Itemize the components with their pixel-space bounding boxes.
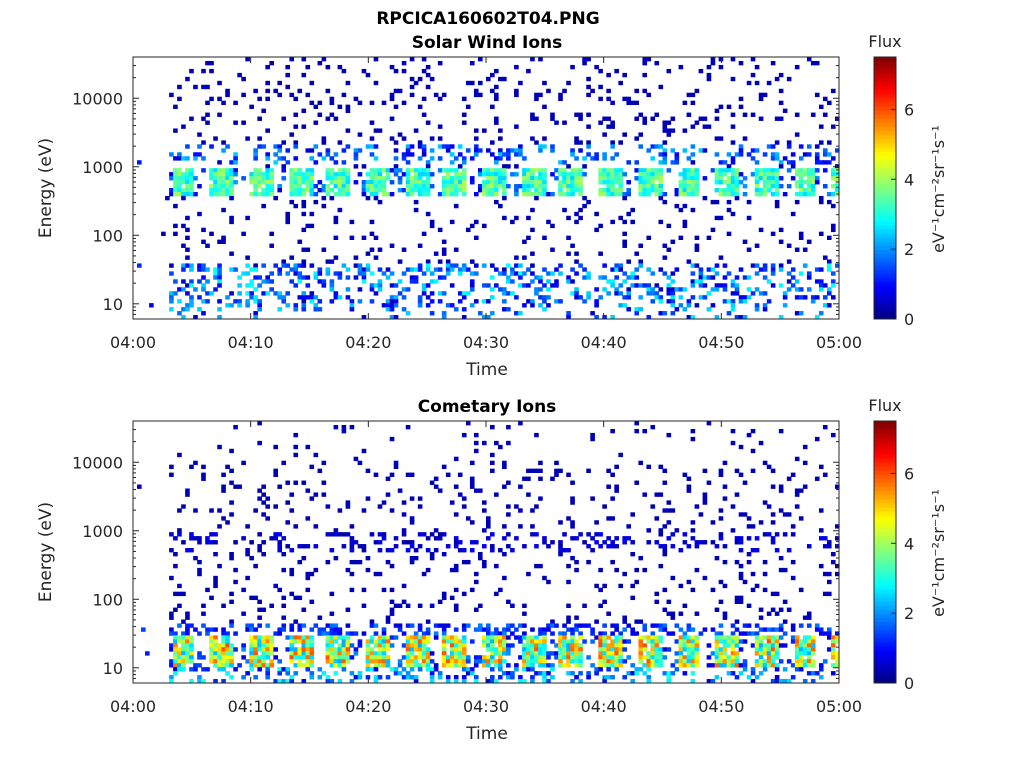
- x-tick-label: 04:10: [228, 697, 274, 716]
- y-tick-label: 100: [92, 590, 123, 609]
- colorbar-frame: [873, 420, 897, 684]
- figure-title: RPCICA160602T04.PNG: [376, 9, 599, 29]
- x-tick-label: 04:20: [345, 333, 391, 352]
- colorbar-frame: [873, 56, 897, 320]
- panel-title-solar-wind: Solar Wind Ions: [412, 33, 563, 53]
- x-tick-label: 04:10: [228, 333, 274, 352]
- x-tick-label: 04:50: [698, 697, 744, 716]
- colorbar-solar-wind: Flux eV⁻¹cm⁻²sr⁻¹s⁻¹ 0 2 4 6: [868, 32, 948, 329]
- x-tick-label: 04:20: [345, 697, 391, 716]
- x-tick-label: 05:00: [816, 697, 862, 716]
- panel-title-cometary: Cometary Ions: [418, 397, 557, 417]
- colorbar-tick-label: 2: [904, 604, 914, 623]
- heatmap-cells: [137, 421, 840, 684]
- colorbar-title: Flux: [868, 396, 901, 415]
- y-tick-label: 1000: [82, 158, 123, 177]
- colorbar-tick-label: 2: [904, 240, 914, 259]
- colorbar-cometary: Flux eV⁻¹cm⁻²sr⁻¹s⁻¹ 0 2 4 6: [868, 396, 948, 693]
- colorbar-label: eV⁻¹cm⁻²sr⁻¹s⁻¹: [929, 489, 948, 617]
- y-tick-label: 1000: [82, 522, 123, 541]
- x-axis-label-solar-wind: Time: [465, 360, 508, 380]
- colorbar-tick-label: 0: [904, 674, 914, 693]
- colorbar-tick-label: 6: [904, 464, 914, 483]
- colorbar-title: Flux: [868, 32, 901, 51]
- y-tick-label: 10: [103, 295, 123, 314]
- y-axis-label-cometary: Energy (eV): [36, 502, 56, 602]
- colorbar-label: eV⁻¹cm⁻²sr⁻¹s⁻¹: [929, 125, 948, 253]
- x-tick-label: 04:40: [581, 333, 627, 352]
- y-tick-label: 10000: [72, 453, 123, 472]
- x-tick-label: 04:40: [581, 697, 627, 716]
- panel-cometary-ions: Cometary Ions Energy (eV) Time 10 100 1000…: [36, 397, 862, 744]
- x-tick-label: 04:30: [463, 697, 509, 716]
- y-tick-label: 100: [92, 226, 123, 245]
- colorbar-tick-label: 4: [904, 534, 914, 553]
- y-tick-label: 10: [103, 659, 123, 678]
- x-axis-label-cometary: Time: [465, 724, 508, 744]
- colorbar-tick-label: 4: [904, 170, 914, 189]
- heatmap-cells: [137, 57, 840, 320]
- x-tick-label: 04:50: [698, 333, 744, 352]
- panel-solar-wind-ions: Solar Wind Ions Energy (eV) Time 10 100 10…: [36, 33, 862, 380]
- colorbar-tick-label: 6: [904, 100, 914, 119]
- y-axis-label-solar-wind: Energy (eV): [36, 138, 56, 238]
- y-tick-label: 10000: [72, 89, 123, 108]
- x-tick-label: 04:00: [110, 697, 156, 716]
- colorbar-tick-label: 0: [904, 310, 914, 329]
- x-tick-label: 04:00: [110, 333, 156, 352]
- x-tick-label: 05:00: [816, 333, 862, 352]
- x-tick-label: 04:30: [463, 333, 509, 352]
